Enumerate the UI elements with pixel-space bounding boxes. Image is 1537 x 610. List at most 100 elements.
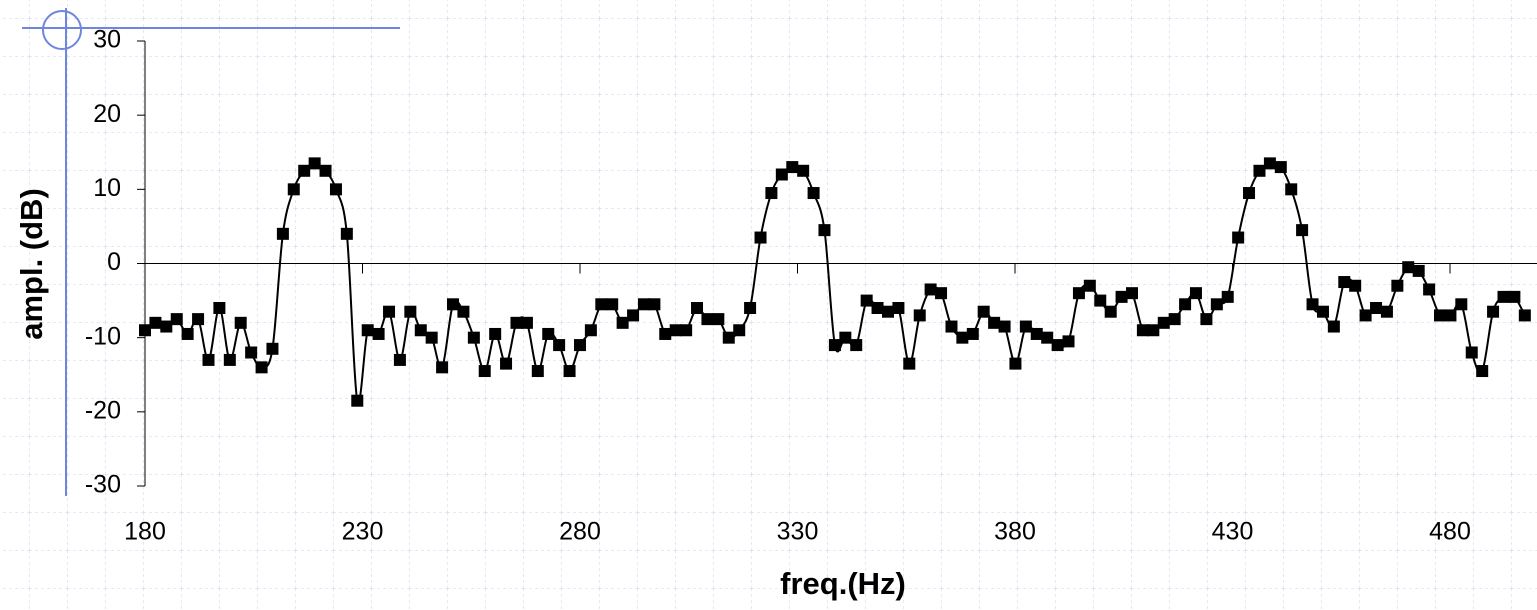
marker: [1263, 157, 1276, 170]
marker: [1104, 305, 1117, 318]
marker: [1243, 187, 1256, 200]
marker: [775, 168, 788, 181]
x-tick-label: 330: [777, 518, 819, 546]
y-axis-title: ampl. (dB): [14, 188, 49, 340]
marker: [1274, 161, 1287, 174]
marker: [1423, 283, 1436, 296]
marker: [574, 339, 586, 352]
marker: [1497, 290, 1510, 303]
marker: [1062, 335, 1075, 348]
marker: [1051, 339, 1064, 352]
marker: [1253, 164, 1266, 177]
y-tick-label: -30: [85, 471, 121, 499]
marker: [1306, 298, 1319, 311]
marker: [1391, 279, 1404, 292]
marker: [1285, 183, 1298, 196]
marker: [786, 161, 799, 174]
marker: [1200, 313, 1213, 326]
marker: [903, 357, 916, 370]
y-tick-label: 0: [107, 248, 121, 276]
marker: [606, 298, 619, 311]
marker: [1433, 309, 1446, 322]
marker: [436, 361, 449, 374]
marker: [945, 320, 958, 333]
marker: [691, 302, 704, 314]
marker: [807, 187, 820, 200]
marker: [181, 327, 194, 340]
marker: [500, 357, 513, 370]
x-axis-title: freq.(Hz): [780, 566, 906, 601]
marker: [340, 227, 353, 240]
marker: [1009, 357, 1022, 370]
marker: [828, 339, 841, 352]
marker: [1072, 287, 1085, 300]
marker: [850, 339, 863, 352]
marker: [139, 324, 151, 337]
marker: [308, 157, 321, 170]
marker: [1147, 324, 1160, 337]
marker: [234, 316, 247, 329]
marker: [149, 316, 162, 329]
marker: [839, 331, 852, 344]
marker: [1094, 294, 1107, 307]
marker: [329, 183, 342, 196]
marker: [298, 164, 311, 177]
marker: [1465, 346, 1478, 359]
marker: [1083, 279, 1096, 292]
marker: [202, 353, 215, 366]
marker: [351, 394, 364, 407]
marker: [467, 331, 480, 344]
marker: [1455, 298, 1468, 311]
marker: [1030, 327, 1043, 340]
marker: [1041, 331, 1054, 344]
marker: [956, 331, 969, 344]
marker: [765, 187, 778, 200]
marker: [287, 183, 300, 196]
marker: [659, 327, 672, 340]
marker: [1508, 290, 1521, 303]
marker: [457, 305, 470, 318]
marker: [553, 339, 566, 352]
marker: [372, 327, 385, 340]
decor-circle: [42, 10, 82, 50]
marker: [1179, 298, 1192, 311]
marker: [1487, 305, 1500, 318]
axes: -30 -20 -10 0 10 20 30 180 230 280 330 380 430 480: [85, 26, 1537, 546]
marker: [1402, 261, 1415, 274]
marker: [892, 302, 905, 314]
marker: [669, 324, 682, 337]
y-tick-label: 30: [93, 26, 121, 54]
marker: [1115, 290, 1128, 303]
marker: [266, 342, 279, 355]
marker: [478, 365, 491, 378]
marker: [1232, 231, 1245, 244]
marker: [818, 224, 831, 237]
marker: [1444, 309, 1457, 322]
x-tick-label: 430: [1212, 518, 1254, 546]
marker: [754, 231, 767, 244]
marker: [542, 327, 555, 340]
marker: [637, 298, 650, 311]
marker: [1210, 298, 1223, 311]
marker: [977, 305, 990, 318]
marker: [701, 313, 714, 326]
marker: [998, 320, 1011, 333]
marker: [383, 305, 396, 318]
marker: [276, 227, 289, 240]
marker: [1338, 276, 1351, 289]
marker: [1327, 320, 1340, 333]
marker: [881, 305, 894, 318]
marker: [595, 298, 608, 311]
marker: [1168, 313, 1181, 326]
marker: [988, 316, 1001, 329]
marker: [170, 313, 183, 326]
x-tick-label: 480: [1429, 518, 1471, 546]
marker: [1019, 320, 1032, 333]
y-tick-label: -10: [85, 322, 121, 350]
marker: [648, 298, 661, 311]
marker: [680, 324, 693, 337]
x-tick-label: 280: [559, 518, 601, 546]
marker: [1189, 287, 1202, 300]
y-tick-label: -20: [85, 396, 121, 424]
